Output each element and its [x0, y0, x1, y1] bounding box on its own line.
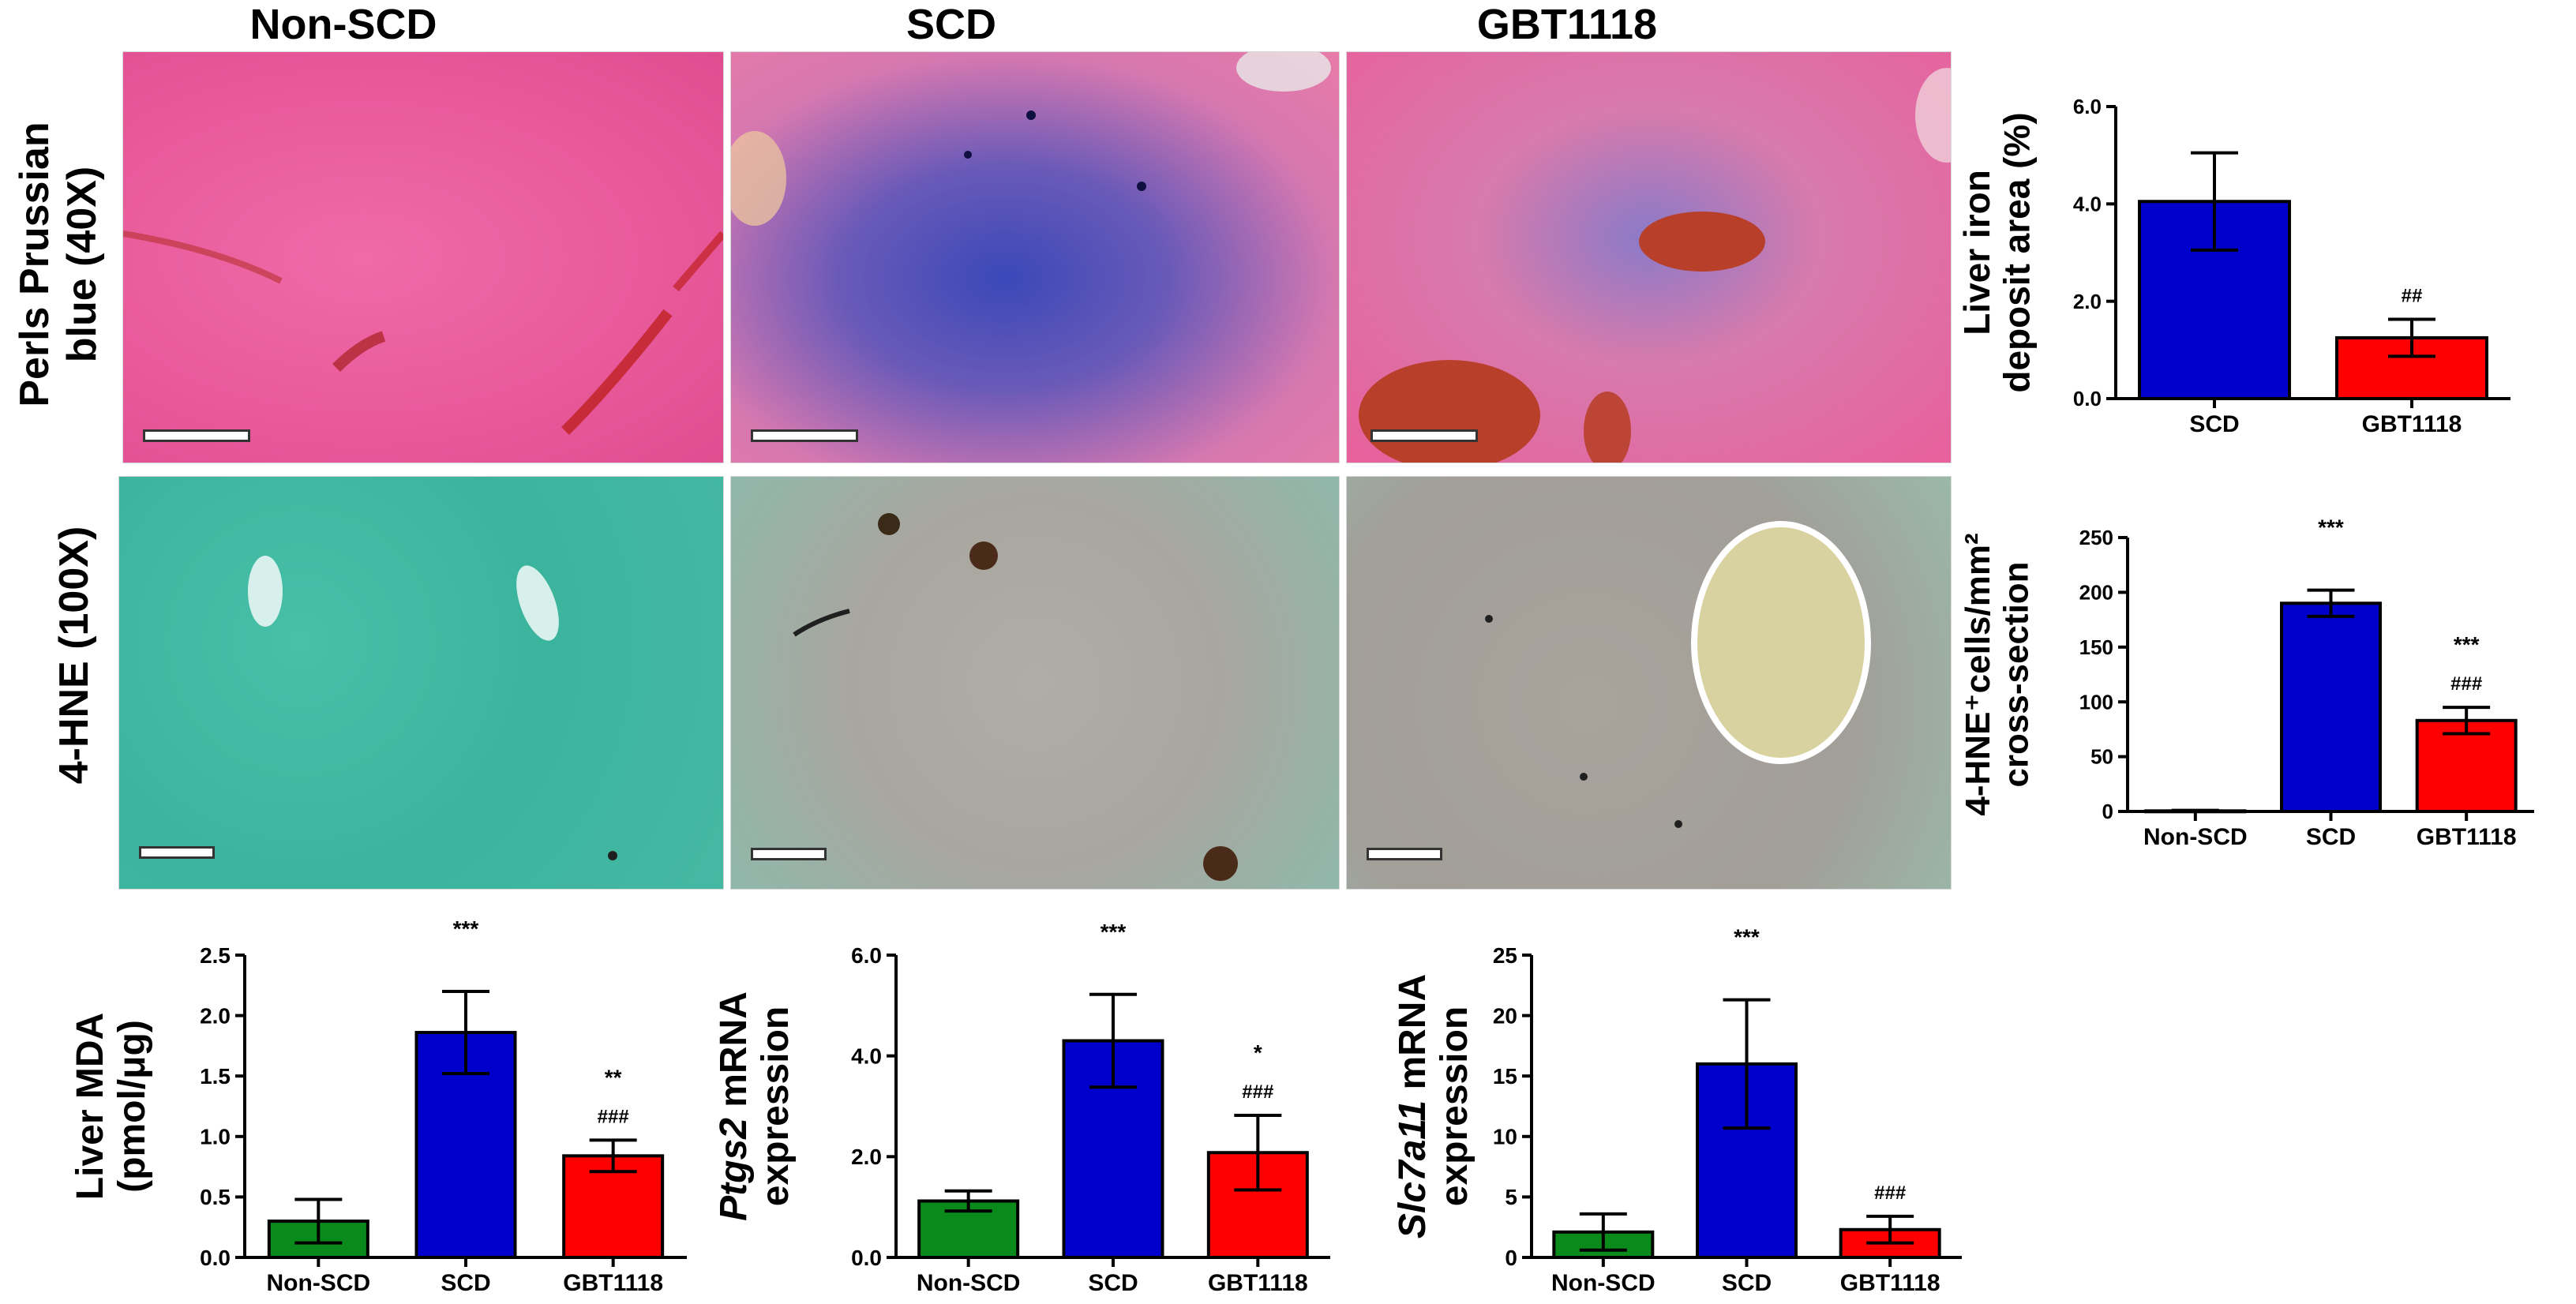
y-tick-label: 0 [1505, 1246, 1517, 1270]
y-tick-label: 15 [1493, 1064, 1517, 1089]
y-tick-label: 5 [1505, 1185, 1517, 1209]
micrograph-4hne-non-scd-texture [248, 556, 617, 860]
row-label-4hne: 4-HNE (100X) [51, 482, 107, 829]
x-tick-label: Non-SCD [1551, 1270, 1655, 1296]
y-axis-label: Slc7a11 mRNA expression [1393, 974, 1475, 1238]
micrograph-4hne-gbt1118 [1346, 476, 1952, 890]
y-tick-label: 25 [1493, 943, 1517, 968]
x-tick-label: GBT1118 [2417, 824, 2517, 850]
x-tick-label: GBT1118 [563, 1270, 663, 1296]
significance-star: * [1254, 1040, 1262, 1065]
y-tick-label: 0.0 [851, 1246, 882, 1270]
y-axis-label-line: deposit area (%) [1997, 112, 2038, 392]
y-tick-label: 0.5 [200, 1185, 231, 1209]
y-tick-label: 50 [2090, 745, 2113, 769]
col-title-scd: SCD [906, 1, 996, 48]
x-tick-label: GBT1118 [1208, 1270, 1308, 1296]
row-label-perls-line1: Perls Prussian [12, 122, 58, 407]
x-tick-label: GBT1118 [1840, 1270, 1940, 1296]
micrograph-4hne-scd [730, 476, 1340, 890]
chart-4hne-cells: 0 50 100 150 200 250 Non-SCD SCD *** GBT1118 *** ##… [1959, 515, 2534, 850]
y-tick-label: 2.5 [200, 943, 231, 968]
micrograph-perls-scd [730, 51, 1340, 463]
significance-hash: ## [2402, 285, 2423, 306]
y-axis-label-line: (pmol/μg) [111, 1020, 153, 1193]
bar-scd [2280, 601, 2382, 813]
significance-hash: ### [1242, 1081, 1273, 1103]
y-tick-label: 6.0 [851, 943, 882, 968]
row-label-perls: Perls Prussian blue (40X) [12, 91, 114, 438]
y-tick-label: 1.0 [200, 1125, 231, 1149]
significance-star: ** [605, 1065, 622, 1089]
scale-bar [143, 429, 250, 442]
y-tick-label: 150 [2079, 635, 2113, 659]
significance-hash: ### [2450, 673, 2482, 695]
y-axis-label-line: 4-HNE⁺cells/mm² [1959, 533, 1997, 815]
y-tick-label: 10 [1493, 1125, 1517, 1149]
y-tick-label: 2.0 [2073, 290, 2102, 313]
y-tick-label: 250 [2079, 526, 2113, 549]
significance-star: *** [2454, 632, 2480, 657]
y-tick-label: 0 [2102, 800, 2113, 823]
y-axis-label-line: expression [755, 1006, 797, 1206]
y-axis-label-line: Liver MDA [71, 1013, 111, 1200]
x-tick-label: Non-SCD [917, 1270, 1021, 1296]
significance-hash: ### [1874, 1182, 1906, 1204]
micrograph-perls-scd-texture [731, 52, 1331, 226]
micrograph-4hne-gbt1118-texture [1485, 521, 1871, 828]
col-title-gbt1118: GBT1118 [1476, 1, 1658, 48]
row-label-perls-line2: blue (40X) [58, 166, 105, 363]
y-tick-label: 20 [1493, 1003, 1517, 1028]
scale-bar [751, 429, 858, 442]
chart-liver-mda: 0.0 0.5 1.0 1.5 2.0 2.5 Non-SCD SCD *** GBT1118 **… [71, 916, 687, 1296]
micrograph-4hne-non-scd [118, 476, 724, 890]
y-tick-label: 0.0 [200, 1246, 231, 1270]
chart-liver-iron: 0.0 2.0 4.0 6.0 SCD GBT1118 ## Liver irondeposi… [1958, 95, 2510, 437]
y-axis-label-line: cross-section [1997, 561, 2035, 787]
y-axis-label-line: expression [1434, 1006, 1475, 1206]
y-tick-label: 2.0 [200, 1003, 231, 1028]
micrograph-4hne-scd-texture [793, 513, 1238, 881]
y-axis-label-line: Ptgs2 mRNA [714, 991, 755, 1221]
x-tick-label: SCD [1722, 1270, 1772, 1296]
y-tick-label: 1.5 [200, 1064, 231, 1089]
y-axis-label: Liver MDA (pmol/μg) [71, 1013, 153, 1200]
y-tick-label: 4.0 [2073, 192, 2102, 215]
row-label-4hne-line1: 4-HNE (100X) [51, 526, 97, 785]
chart-slc7a11-mrna: 0 5 10 15 20 25 Non-SCD SCD *** GBT1118 ### Slc7a11… [1393, 925, 1962, 1296]
y-axis-label-line: Liver iron [1958, 170, 1997, 335]
significance-star: *** [453, 916, 479, 941]
scale-bar [1370, 429, 1478, 442]
micrograph-perls-gbt1118 [1346, 51, 1952, 463]
y-tick-label: 200 [2079, 581, 2113, 605]
y-tick-label: 0.0 [2073, 387, 2102, 410]
x-tick-label: SCD [441, 1270, 490, 1296]
x-tick-label: SCD [2189, 411, 2239, 437]
y-axis-label: 4-HNE⁺cells/mm² cross-section [1959, 533, 2035, 815]
significance-star: *** [1734, 925, 1760, 950]
y-tick-label: 100 [2079, 690, 2113, 714]
x-tick-label: GBT1118 [2362, 411, 2462, 437]
x-tick-label: Non-SCD [267, 1270, 371, 1296]
col-title-non-scd: Non-SCD [249, 1, 437, 48]
scale-bar [139, 846, 215, 859]
y-tick-label: 6.0 [2073, 95, 2102, 118]
scale-bar [1367, 848, 1442, 860]
significance-star: *** [2318, 515, 2344, 540]
y-axis-label-line: Slc7a11 mRNA [1393, 974, 1434, 1238]
y-tick-label: 2.0 [851, 1145, 882, 1169]
significance-star: *** [1101, 920, 1127, 944]
y-tick-label: 4.0 [851, 1044, 882, 1068]
y-axis-label: Ptgs2 mRNA expression [714, 991, 797, 1221]
significance-hash: ### [598, 1106, 629, 1127]
x-tick-label: Non-SCD [2143, 824, 2248, 850]
x-tick-label: SCD [1088, 1270, 1138, 1296]
micrograph-perls-non-scd-texture [123, 230, 723, 435]
scale-bar [751, 848, 827, 860]
micrograph-perls-non-scd [122, 51, 724, 463]
chart-ptgs2-mrna: 0.0 2.0 4.0 6.0 Non-SCD SCD *** GBT1118 * ### Ptgs… [714, 920, 1330, 1296]
micrograph-perls-gbt1118-texture [1359, 68, 1951, 463]
x-tick-label: SCD [2306, 824, 2356, 850]
